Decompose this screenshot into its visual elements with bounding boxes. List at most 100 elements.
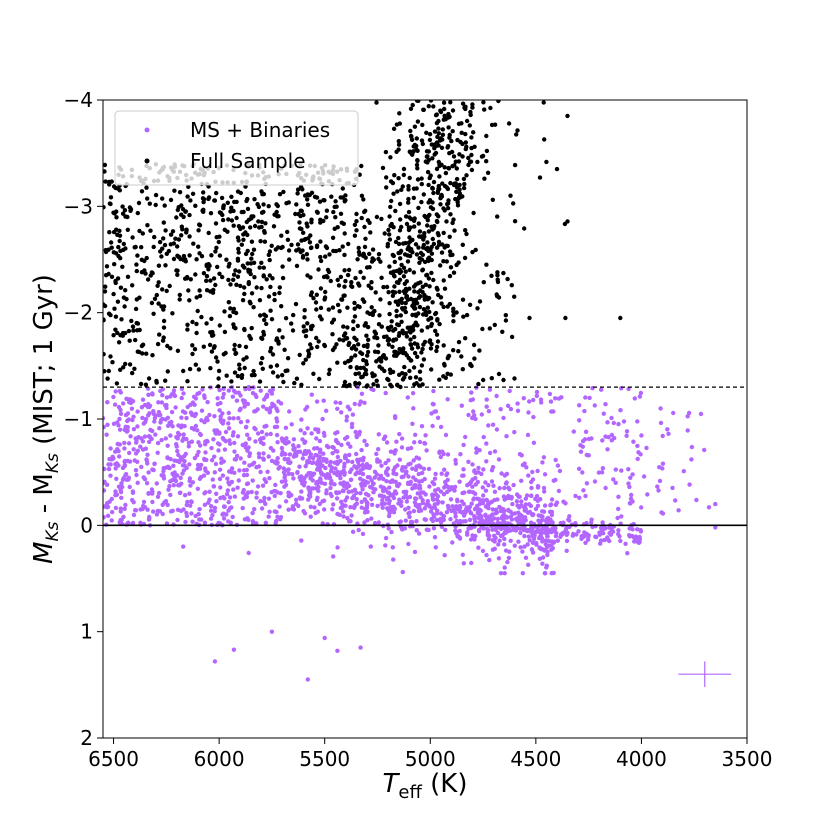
error-bar: [678, 661, 732, 687]
data-point: [479, 471, 484, 477]
data-point: [512, 376, 517, 381]
data-point: [412, 289, 417, 294]
data-point: [437, 449, 442, 454]
data-point: [483, 488, 489, 493]
data-point: [268, 345, 274, 351]
data-point: [118, 285, 124, 290]
data-point: [202, 395, 207, 400]
data-point: [148, 435, 153, 440]
data-point: [144, 255, 149, 261]
data-point: [127, 205, 133, 210]
data-point: [161, 335, 166, 340]
data-point: [418, 294, 423, 299]
data-point: [173, 405, 178, 410]
data-point: [357, 172, 362, 177]
data-point: [236, 478, 241, 483]
data-point: [208, 516, 214, 521]
data-point: [275, 456, 280, 461]
data-point: [333, 466, 338, 471]
data-point: [134, 297, 139, 302]
data-point: [613, 480, 618, 485]
data-point: [396, 280, 401, 286]
data-point: [111, 421, 117, 426]
data-point: [217, 234, 222, 239]
data-point: [459, 403, 464, 408]
data-point: [163, 263, 168, 268]
data-point: [526, 562, 531, 567]
data-point: [518, 530, 523, 536]
data-point: [338, 274, 344, 280]
data-point: [226, 421, 231, 426]
data-point: [267, 273, 272, 278]
data-point: [168, 197, 174, 203]
data-point: [368, 544, 373, 549]
data-point: [461, 561, 466, 566]
data-point: [502, 485, 507, 491]
data-point: [125, 425, 130, 430]
data-point: [392, 259, 397, 265]
data-point: [140, 351, 145, 356]
data-point: [344, 418, 349, 423]
data-point: [269, 243, 274, 248]
data-point: [408, 330, 413, 335]
data-point: [433, 311, 438, 317]
data-point: [115, 330, 120, 336]
data-point: [128, 208, 133, 213]
data-point: [543, 542, 548, 547]
data-point: [118, 411, 124, 416]
data-point: [268, 405, 273, 410]
data-point: [107, 456, 112, 462]
data-point: [106, 466, 112, 472]
data-point: [463, 140, 468, 145]
data-point: [145, 507, 150, 512]
data-point: [275, 374, 280, 379]
data-point: [138, 520, 143, 525]
data-point: [118, 489, 124, 495]
data-point: [397, 270, 402, 276]
data-point: [277, 504, 282, 509]
data-point: [233, 310, 239, 316]
data-point: [440, 242, 445, 247]
data-point: [280, 275, 286, 281]
data-point: [420, 346, 425, 352]
data-point: [403, 372, 408, 377]
data-point: [268, 308, 273, 313]
data-point: [343, 331, 348, 336]
data-point: [631, 439, 636, 444]
data-point: [584, 452, 589, 458]
data-point: [473, 416, 478, 422]
data-point: [416, 221, 421, 226]
data-point: [616, 421, 621, 427]
data-point: [189, 425, 195, 431]
data-point: [135, 321, 141, 326]
data-point: [305, 426, 310, 431]
data-point: [242, 517, 248, 522]
data-point: [435, 415, 441, 420]
data-point: [503, 548, 509, 553]
data-point: [299, 489, 304, 494]
data-point: [181, 432, 186, 437]
data-point: [240, 442, 245, 448]
data-point: [267, 388, 273, 394]
data-point: [435, 190, 440, 195]
data-point: [165, 502, 170, 508]
data-point: [353, 347, 359, 352]
data-point: [263, 221, 268, 226]
data-point: [291, 507, 297, 512]
data-point: [336, 283, 342, 288]
data-point: [342, 464, 347, 469]
data-point: [161, 476, 167, 481]
data-point: [392, 274, 397, 279]
data-point: [231, 487, 236, 492]
data-point: [460, 367, 465, 372]
data-point: [540, 539, 545, 544]
data-point: [146, 517, 152, 522]
data-point: [464, 507, 469, 512]
x-tick-label: 6500: [88, 747, 139, 771]
data-point: [472, 537, 477, 542]
data-point: [439, 194, 445, 199]
data-point: [535, 503, 541, 508]
data-point: [262, 495, 267, 501]
data-point: [519, 499, 524, 504]
data-point: [134, 438, 139, 443]
